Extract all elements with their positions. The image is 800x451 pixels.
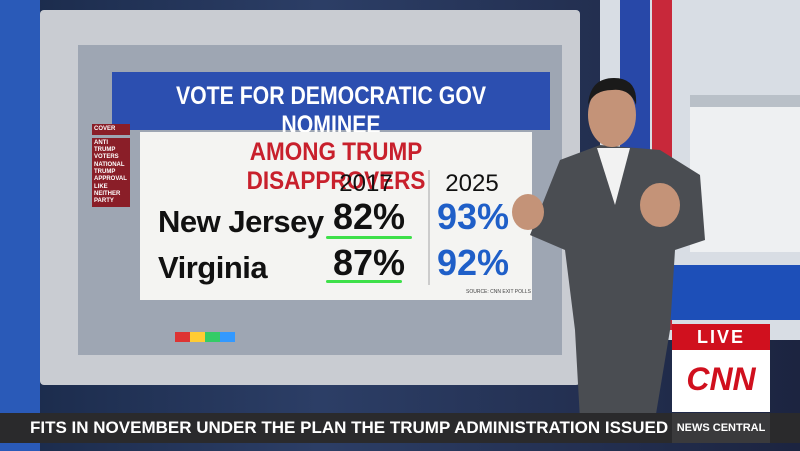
- row-label: New Jersey: [158, 204, 324, 239]
- live-badge: LIVE: [672, 324, 770, 350]
- cell-value: 87%: [332, 242, 406, 283]
- underline: [326, 236, 412, 239]
- network-logo: CNN: [672, 350, 770, 412]
- column-header: 2017: [339, 170, 393, 197]
- ticker-bar: [0, 413, 800, 443]
- white-house: [690, 95, 800, 252]
- data-panel: [140, 132, 532, 300]
- underline: [326, 280, 402, 283]
- column-header: 2025: [445, 170, 499, 197]
- menu-tab[interactable]: ANTI TRUMP VOTERS: [92, 138, 130, 163]
- menu-tab[interactable]: LIKE NEITHER PARTY: [92, 182, 130, 207]
- menu-tab[interactable]: COVER: [92, 124, 130, 135]
- screen-title: VOTE FOR DEMOCRATIC GOV NOMINEE: [175, 82, 487, 139]
- row-label: Virginia: [158, 250, 268, 285]
- cell-value: 82%: [332, 196, 406, 237]
- divider: [428, 170, 430, 285]
- source-note: SOURCE: CNN EXIT POLLS: [466, 289, 531, 295]
- screen-subtitle: AMONG TRUMP DISAPPROVERS: [246, 138, 426, 195]
- color-swatches: [175, 332, 235, 342]
- show-name: NEWS CENTRAL: [672, 413, 770, 443]
- backdrop-panel: [670, 265, 800, 320]
- title-banner: [112, 72, 550, 130]
- menu-tab[interactable]: NATIONAL TRUMP APPROVAL: [92, 160, 130, 185]
- cell-value: 92%: [436, 242, 510, 283]
- cell-value: 93%: [436, 196, 510, 237]
- wall-panel: [0, 0, 40, 451]
- ticker-text: FITS IN NOVEMBER UNDER THE PLAN THE TRUM…: [30, 418, 668, 437]
